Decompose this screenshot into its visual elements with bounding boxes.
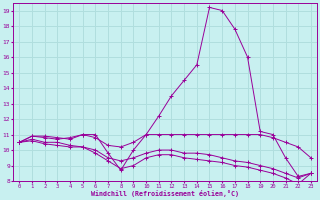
X-axis label: Windchill (Refroidissement éolien,°C): Windchill (Refroidissement éolien,°C) — [91, 190, 239, 197]
